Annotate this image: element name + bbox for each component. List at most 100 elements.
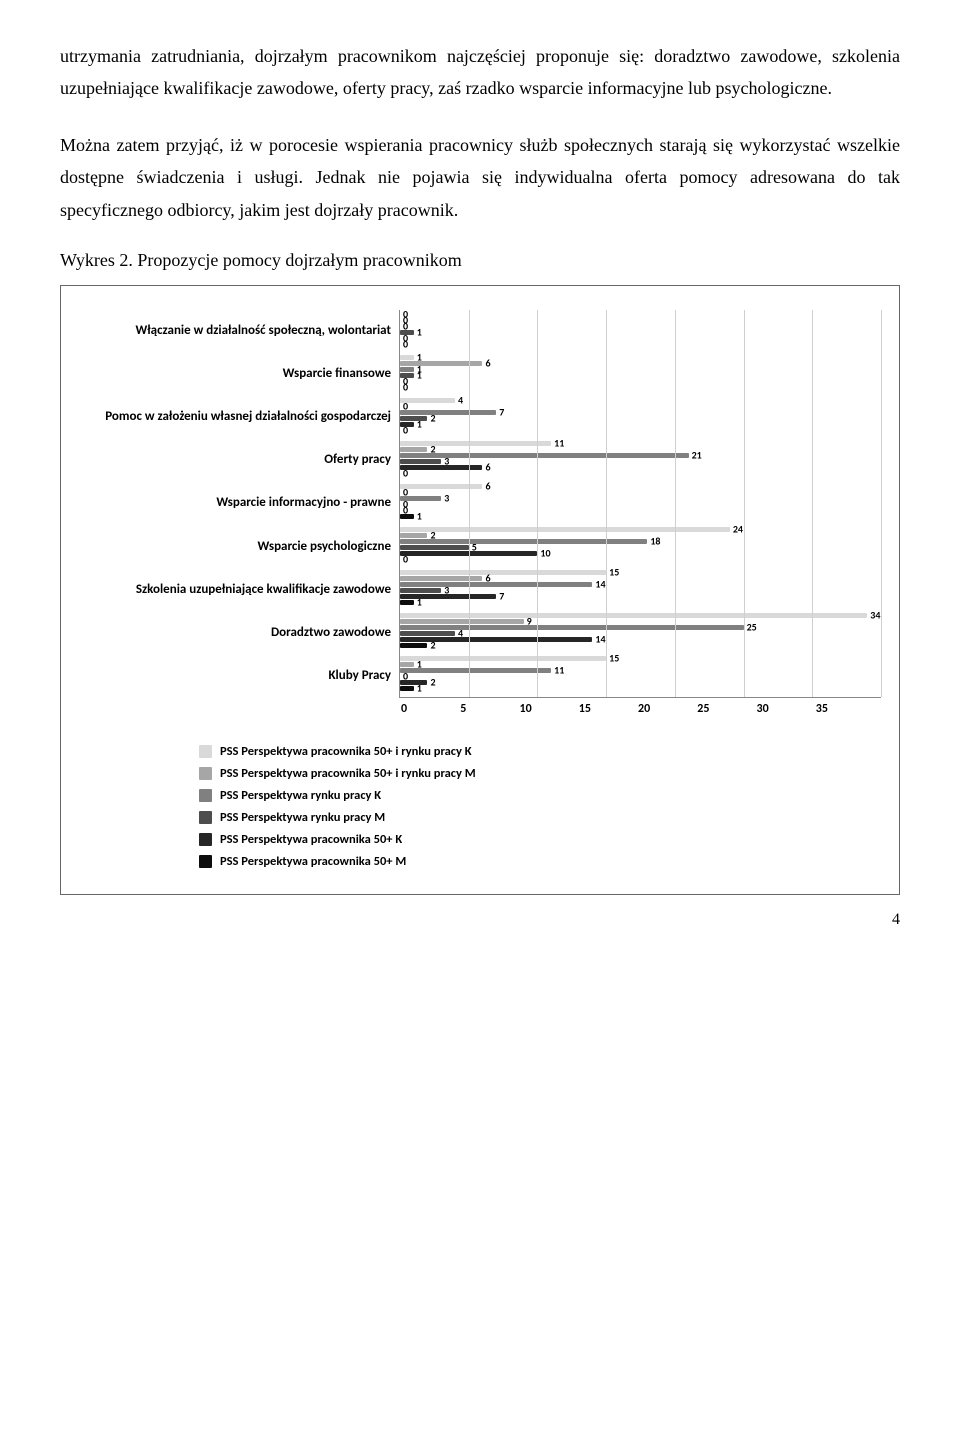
x-tick: 15: [579, 702, 644, 716]
category-label: Wsparcie finansowe: [283, 353, 391, 396]
legend-swatch: [199, 745, 212, 758]
bar: 9: [400, 619, 524, 624]
legend-item: PSS Perspektywa pracownika 50+ M: [199, 854, 881, 869]
bar-value-label: 2: [427, 412, 435, 425]
legend-label: PSS Perspektywa rynku pracy M: [220, 810, 385, 825]
legend-item: PSS Perspektywa rynku pracy K: [199, 788, 881, 803]
bars-wrap: 0001001611004072101122136060300124218510…: [400, 310, 881, 697]
grid-line: [881, 310, 882, 697]
bar-value-label: 1: [414, 596, 422, 609]
bar-value-label: 0: [400, 424, 408, 437]
category-label: Pomoc w założeniu własnej działalności g…: [105, 396, 391, 439]
legend-label: PSS Perspektywa pracownika 50+ M: [220, 854, 406, 869]
legend-label: PSS Perspektywa rynku pracy K: [220, 788, 381, 803]
bar-value-label: 4: [455, 394, 463, 407]
bar: 14: [400, 582, 592, 587]
grid-line: [606, 310, 607, 697]
legend: PSS Perspektywa pracownika 50+ i rynku p…: [199, 744, 881, 869]
bar: 1: [400, 600, 414, 605]
legend-swatch: [199, 811, 212, 824]
legend-swatch: [199, 833, 212, 846]
bar-value-label: 1: [414, 326, 422, 339]
bar-value-label: 6: [482, 461, 490, 474]
legend-item: PSS Perspektywa rynku pracy M: [199, 810, 881, 825]
category-label: Oferty pracy: [324, 439, 391, 482]
bar-value-label: 7: [496, 590, 504, 603]
category-label: Wsparcie psychologiczne: [258, 526, 391, 569]
bar-value-label: 24: [730, 523, 743, 536]
bar-value-label: 6: [482, 357, 490, 370]
bar-value-label: 0: [400, 553, 408, 566]
bar: 2: [400, 447, 427, 452]
bar-value-label: 3: [441, 492, 449, 505]
bar: 1: [400, 662, 414, 667]
bar-value-label: 6: [482, 480, 490, 493]
chart-title: Wykres 2. Propozycje pomocy dojrzałym pr…: [60, 250, 900, 271]
legend-label: PSS Perspektywa pracownika 50+ K: [220, 832, 402, 847]
category-label: Wsparcie informacyjno - prawne: [216, 482, 391, 525]
bar: 6: [400, 465, 482, 470]
bar: 6: [400, 361, 482, 366]
grid-line: [675, 310, 676, 697]
legend-item: PSS Perspektywa pracownika 50+ i rynku p…: [199, 766, 881, 781]
bar: 1: [400, 686, 414, 691]
x-tick: 35: [816, 702, 881, 716]
bar-group: 161100: [400, 353, 881, 396]
bar-group: 349254142: [400, 611, 881, 654]
bar: 2: [400, 643, 427, 648]
bar-group: 407210: [400, 396, 881, 439]
category-label: Doradztwo zawodowe: [271, 612, 391, 655]
page-number: 4: [60, 911, 900, 929]
bar-group: 15614371: [400, 568, 881, 611]
bar-group: 11221360: [400, 439, 881, 482]
bar: 2: [400, 533, 427, 538]
bar-group: 15111021: [400, 654, 881, 697]
bar: 11: [400, 668, 551, 673]
bar: 4: [400, 398, 455, 403]
x-tick: 0: [401, 702, 466, 716]
bar-group: 603001: [400, 482, 881, 525]
grid-line: [744, 310, 745, 697]
bar-value-label: 1: [414, 418, 422, 431]
bar-value-label: 15: [606, 566, 619, 579]
bar-group: 242185100: [400, 525, 881, 568]
x-tick: 30: [757, 702, 822, 716]
x-axis: 05101520253035: [407, 702, 881, 716]
legend-item: PSS Perspektywa pracownika 50+ K: [199, 832, 881, 847]
bar-value-label: 14: [592, 578, 605, 591]
bar: 6: [400, 576, 482, 581]
bar-group: 000100: [400, 310, 881, 353]
bar-value-label: 0: [400, 338, 408, 351]
category-label: Włączanie w działalność społeczną, wolon…: [135, 310, 391, 353]
bar: 11: [400, 441, 551, 446]
bar-value-label: 34: [867, 609, 880, 622]
bar: 15: [400, 656, 606, 661]
x-tick: 25: [697, 702, 762, 716]
bar-value-label: 2: [427, 676, 435, 689]
bar: 6: [400, 484, 482, 489]
x-tick: 10: [520, 702, 585, 716]
grid-line: [537, 310, 538, 697]
grid-line: [469, 310, 470, 697]
bar: 3: [400, 459, 441, 464]
bar-value-label: 10: [537, 547, 550, 560]
bar: 25: [400, 625, 744, 630]
bar-value-label: 15: [606, 652, 619, 665]
paragraph-1: utrzymania zatrudniania, dojrzałym praco…: [60, 40, 900, 105]
chart-area: Włączanie w działalność społeczną, wolon…: [79, 310, 881, 698]
bar: 1: [400, 514, 414, 519]
legend-swatch: [199, 855, 212, 868]
bar: 7: [400, 410, 496, 415]
bar-value-label: 25: [744, 621, 757, 634]
legend-swatch: [199, 789, 212, 802]
bar: 34: [400, 613, 867, 618]
bar-value-label: 2: [427, 639, 435, 652]
category-label: Szkolenia uzupełniające kwalifikacje zaw…: [136, 569, 391, 612]
bar: 24: [400, 527, 730, 532]
bar-value-label: 21: [689, 449, 702, 462]
bar-value-label: 7: [496, 406, 504, 419]
bar: 5: [400, 545, 469, 550]
bar-value-label: 1: [414, 682, 422, 695]
bar: 1: [400, 367, 414, 372]
x-tick: 20: [638, 702, 703, 716]
